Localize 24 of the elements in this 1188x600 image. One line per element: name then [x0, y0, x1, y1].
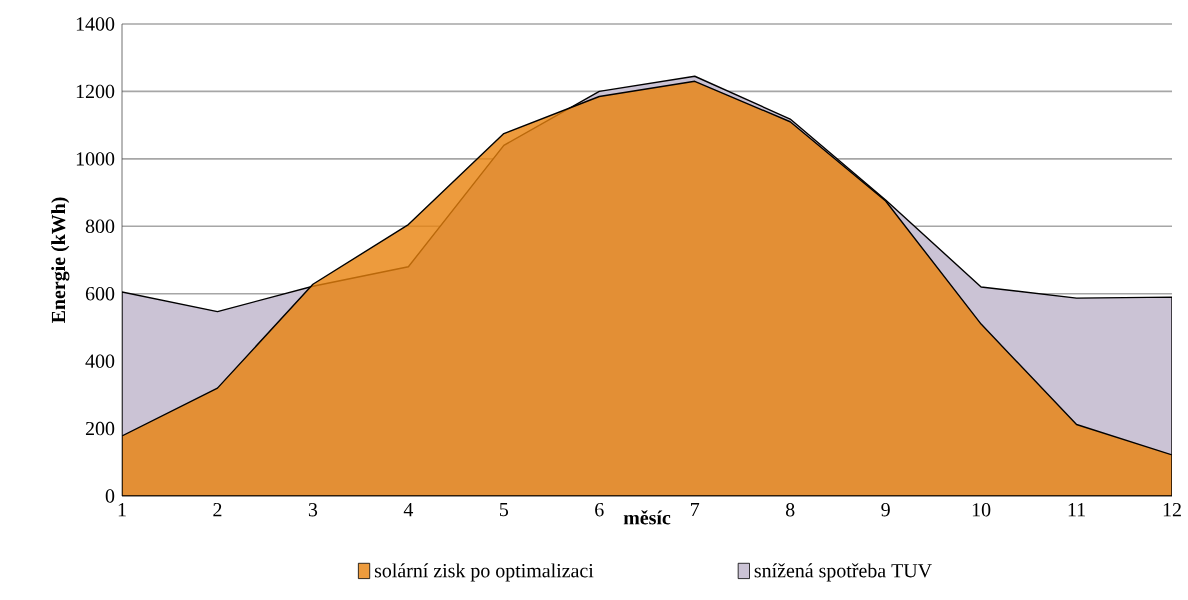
x-axis-title: měsíc: [623, 510, 671, 525]
x-tick-label: 3: [308, 503, 318, 517]
x-tick-label: 7: [691, 503, 700, 517]
x-tick-label: 2: [213, 503, 222, 517]
x-tick-label: 4: [403, 503, 414, 517]
y-tick-label: 800: [85, 219, 115, 233]
y-tick-label: 1000: [76, 152, 115, 166]
y-tick-label: 400: [85, 354, 115, 368]
x-tick-label: 8: [785, 503, 795, 517]
y-tick-label: 0: [105, 489, 115, 503]
y-tick-label: 200: [85, 421, 115, 436]
x-tick-label: 11: [1068, 503, 1085, 517]
x-tick-label: 12: [1163, 503, 1181, 517]
x-tick-label: 1: [118, 503, 126, 517]
y-axis-title: Energie (kWh): [51, 197, 70, 324]
x-tick-label: 9: [881, 503, 890, 517]
y-tick-label: 600: [85, 286, 115, 301]
y-tick-label: 1400: [76, 17, 115, 31]
legend-label: snížená spotřeba TUV: [754, 563, 932, 582]
x-tick-label: 6: [595, 503, 604, 517]
x-tick-label: 5: [500, 503, 509, 517]
legend-label: solární zisk po optimalizaci: [374, 563, 594, 582]
y-tick-label: 1200: [76, 84, 115, 99]
x-tick-label: 10: [972, 503, 991, 517]
